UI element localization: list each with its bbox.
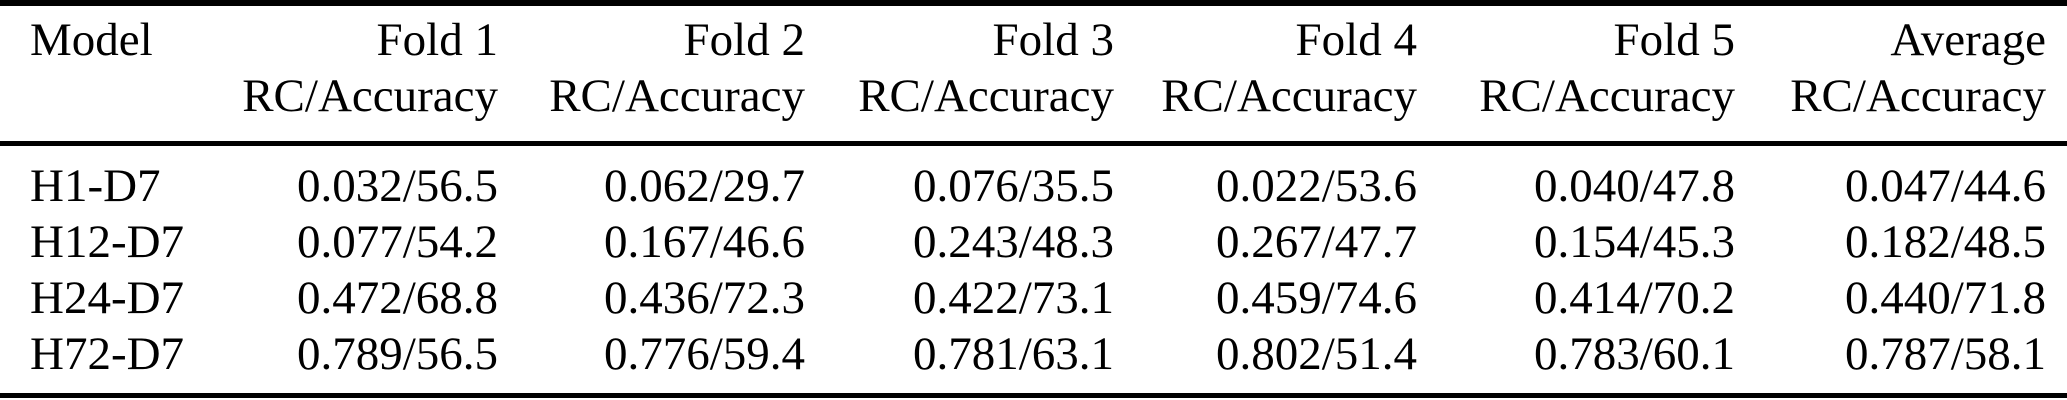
table-cell: 0.022/53.6 xyxy=(1215,160,1417,212)
table-cell: 0.783/60.1 xyxy=(1533,328,1735,380)
table-cell: 0.422/73.1 xyxy=(912,272,1114,324)
column-header-fold-1-metric: RC/Accuracy xyxy=(242,70,498,122)
column-header-fold-1-title: Fold 1 xyxy=(376,14,498,66)
column-header-fold-4-title: Fold 4 xyxy=(1295,14,1417,66)
table-cell: 0.787/58.1 xyxy=(1844,328,2046,380)
column-header-fold-4-metric: RC/Accuracy xyxy=(1161,70,1417,122)
column-header-fold-5-title: Fold 5 xyxy=(1613,14,1735,66)
table-cell: 0.776/59.4 xyxy=(603,328,805,380)
table-cell: 0.267/47.7 xyxy=(1215,216,1417,268)
table-header: Model Fold 1 RC/Accuracy Fold 2 RC/Accur… xyxy=(0,3,2067,144)
column-header-model: Model xyxy=(0,3,218,144)
table-cell: 0.781/63.1 xyxy=(912,328,1114,380)
table-cell: 0.414/70.2 xyxy=(1533,272,1735,324)
table-row-h72-d7: H72-D7 0.789/56.5 0.776/59.4 0.781/63.1 … xyxy=(0,326,2067,396)
table-body: H1-D7 0.032/56.5 0.062/29.7 0.076/35.5 0… xyxy=(0,144,2067,396)
table-cell: 0.802/51.4 xyxy=(1215,328,1417,380)
table-cell: 0.076/35.5 xyxy=(912,160,1114,212)
model-name-cell: H72-D7 xyxy=(30,328,185,380)
column-header-fold-5-metric: RC/Accuracy xyxy=(1479,70,1735,122)
column-header-fold-2-metric: RC/Accuracy xyxy=(549,70,805,122)
table-cell: 0.440/71.8 xyxy=(1844,272,2046,324)
column-header-average-title: Average xyxy=(1890,14,2046,66)
table-cell: 0.182/48.5 xyxy=(1844,216,2046,268)
table-cell: 0.077/54.2 xyxy=(296,216,498,268)
column-header-fold-1: Fold 1 RC/Accuracy xyxy=(218,3,498,144)
table-cell: 0.154/45.3 xyxy=(1533,216,1735,268)
column-header-fold-4: Fold 4 RC/Accuracy xyxy=(1114,3,1417,144)
table-row-h1-d7: H1-D7 0.032/56.5 0.062/29.7 0.076/35.5 0… xyxy=(0,144,2067,215)
table-cell: 0.243/48.3 xyxy=(912,216,1114,268)
table-cell: 0.062/29.7 xyxy=(603,160,805,212)
column-header-fold-2: Fold 2 RC/Accuracy xyxy=(498,3,805,144)
column-header-model-label: Model xyxy=(30,14,153,66)
table-row-h12-d7: H12-D7 0.077/54.2 0.167/46.6 0.243/48.3 … xyxy=(0,214,2067,270)
model-name-cell: H12-D7 xyxy=(30,216,185,268)
column-header-fold-2-title: Fold 2 xyxy=(683,14,805,66)
column-header-fold-3-metric: RC/Accuracy xyxy=(858,70,1114,122)
table-cell: 0.789/56.5 xyxy=(296,328,498,380)
table-cell: 0.472/68.8 xyxy=(296,272,498,324)
model-name-cell: H24-D7 xyxy=(30,272,185,324)
column-header-fold-3: Fold 3 RC/Accuracy xyxy=(805,3,1114,144)
table-cell: 0.167/46.6 xyxy=(603,216,805,268)
table-cell: 0.047/44.6 xyxy=(1844,160,2046,212)
table-row-h24-d7: H24-D7 0.472/68.8 0.436/72.3 0.422/73.1 … xyxy=(0,270,2067,326)
table-cell: 0.459/74.6 xyxy=(1215,272,1417,324)
header-row: Model Fold 1 RC/Accuracy Fold 2 RC/Accur… xyxy=(0,3,2067,144)
column-header-average: Average RC/Accuracy xyxy=(1735,3,2067,144)
table-cell: 0.436/72.3 xyxy=(603,272,805,324)
column-header-fold-3-title: Fold 3 xyxy=(992,14,1114,66)
table-cell: 0.032/56.5 xyxy=(296,160,498,212)
model-name-cell: H1-D7 xyxy=(30,160,161,212)
table-cell: 0.040/47.8 xyxy=(1533,160,1735,212)
column-header-fold-5: Fold 5 RC/Accuracy xyxy=(1417,3,1735,144)
column-header-average-metric: RC/Accuracy xyxy=(1790,70,2046,122)
